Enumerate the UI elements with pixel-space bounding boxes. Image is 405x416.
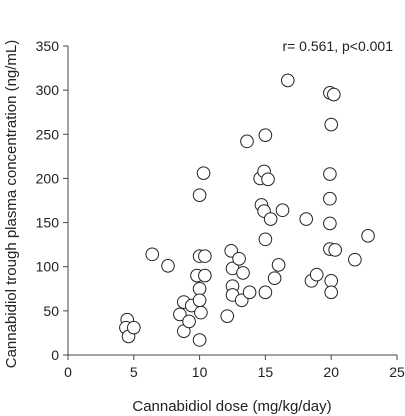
data-point: [261, 172, 275, 187]
data-point: [198, 249, 212, 263]
data-point: [258, 128, 273, 142]
y-tick-label: 250: [36, 126, 60, 142]
data-point: [309, 267, 324, 282]
data-point: [182, 314, 196, 329]
data-point: [192, 293, 207, 308]
y-tick-label: 50: [43, 303, 59, 319]
data-point: [323, 191, 337, 206]
data-point: [192, 188, 207, 203]
data-point: [324, 274, 339, 288]
data-point: [258, 285, 273, 300]
x-tick-label: 10: [192, 364, 208, 380]
data-point: [324, 117, 339, 132]
data-point: [324, 285, 339, 300]
data-point: [299, 212, 313, 226]
data-point: [194, 305, 208, 320]
y-axis-label: Cannabidiol trough plasma concentration …: [3, 40, 20, 369]
data-point: [323, 167, 337, 181]
y-tick-label: 0: [51, 347, 59, 363]
data-point: [327, 87, 341, 102]
data-point: [323, 216, 337, 231]
data-point: [361, 229, 375, 243]
x-ticks: 0 5 10 15 20 25: [64, 355, 405, 380]
data-point: [258, 232, 273, 247]
correlation-annotation: r= 0.561, p<0.001: [282, 38, 393, 54]
x-tick-label: 0: [64, 364, 72, 380]
data-point: [220, 309, 235, 323]
data-point: [280, 73, 295, 88]
data-point: [267, 271, 282, 285]
y-tick-label: 150: [36, 215, 60, 231]
x-tick-label: 15: [258, 364, 274, 380]
y-tick-label: 200: [36, 170, 60, 186]
data-point: [192, 281, 207, 296]
data-point: [263, 212, 278, 226]
data-point: [328, 243, 342, 257]
y-tick-label: 300: [36, 82, 60, 98]
data-point: [348, 252, 362, 267]
x-tick-label: 5: [130, 364, 138, 380]
data-point: [271, 258, 286, 272]
data-point: [236, 266, 250, 280]
y-tick-label: 100: [36, 259, 60, 275]
data-point: [198, 268, 212, 283]
data-point: [275, 203, 290, 218]
x-tick-label: 25: [389, 364, 405, 380]
data-points: [119, 73, 375, 347]
data-point: [145, 247, 160, 262]
data-point: [173, 307, 187, 322]
data-point: [127, 320, 141, 335]
y-tick-label: 350: [36, 38, 60, 54]
data-point: [242, 285, 257, 300]
data-point: [232, 251, 246, 266]
x-axis-label: Cannabidiol dose (mg/kg/day): [132, 398, 331, 415]
x-tick-label: 20: [323, 364, 339, 380]
data-point: [240, 134, 254, 149]
data-point: [161, 259, 175, 273]
data-point: [192, 333, 207, 347]
data-point: [196, 166, 211, 180]
y-ticks: 0 50 100 150 200 250 300 350: [36, 38, 68, 363]
axes: [67, 46, 397, 356]
